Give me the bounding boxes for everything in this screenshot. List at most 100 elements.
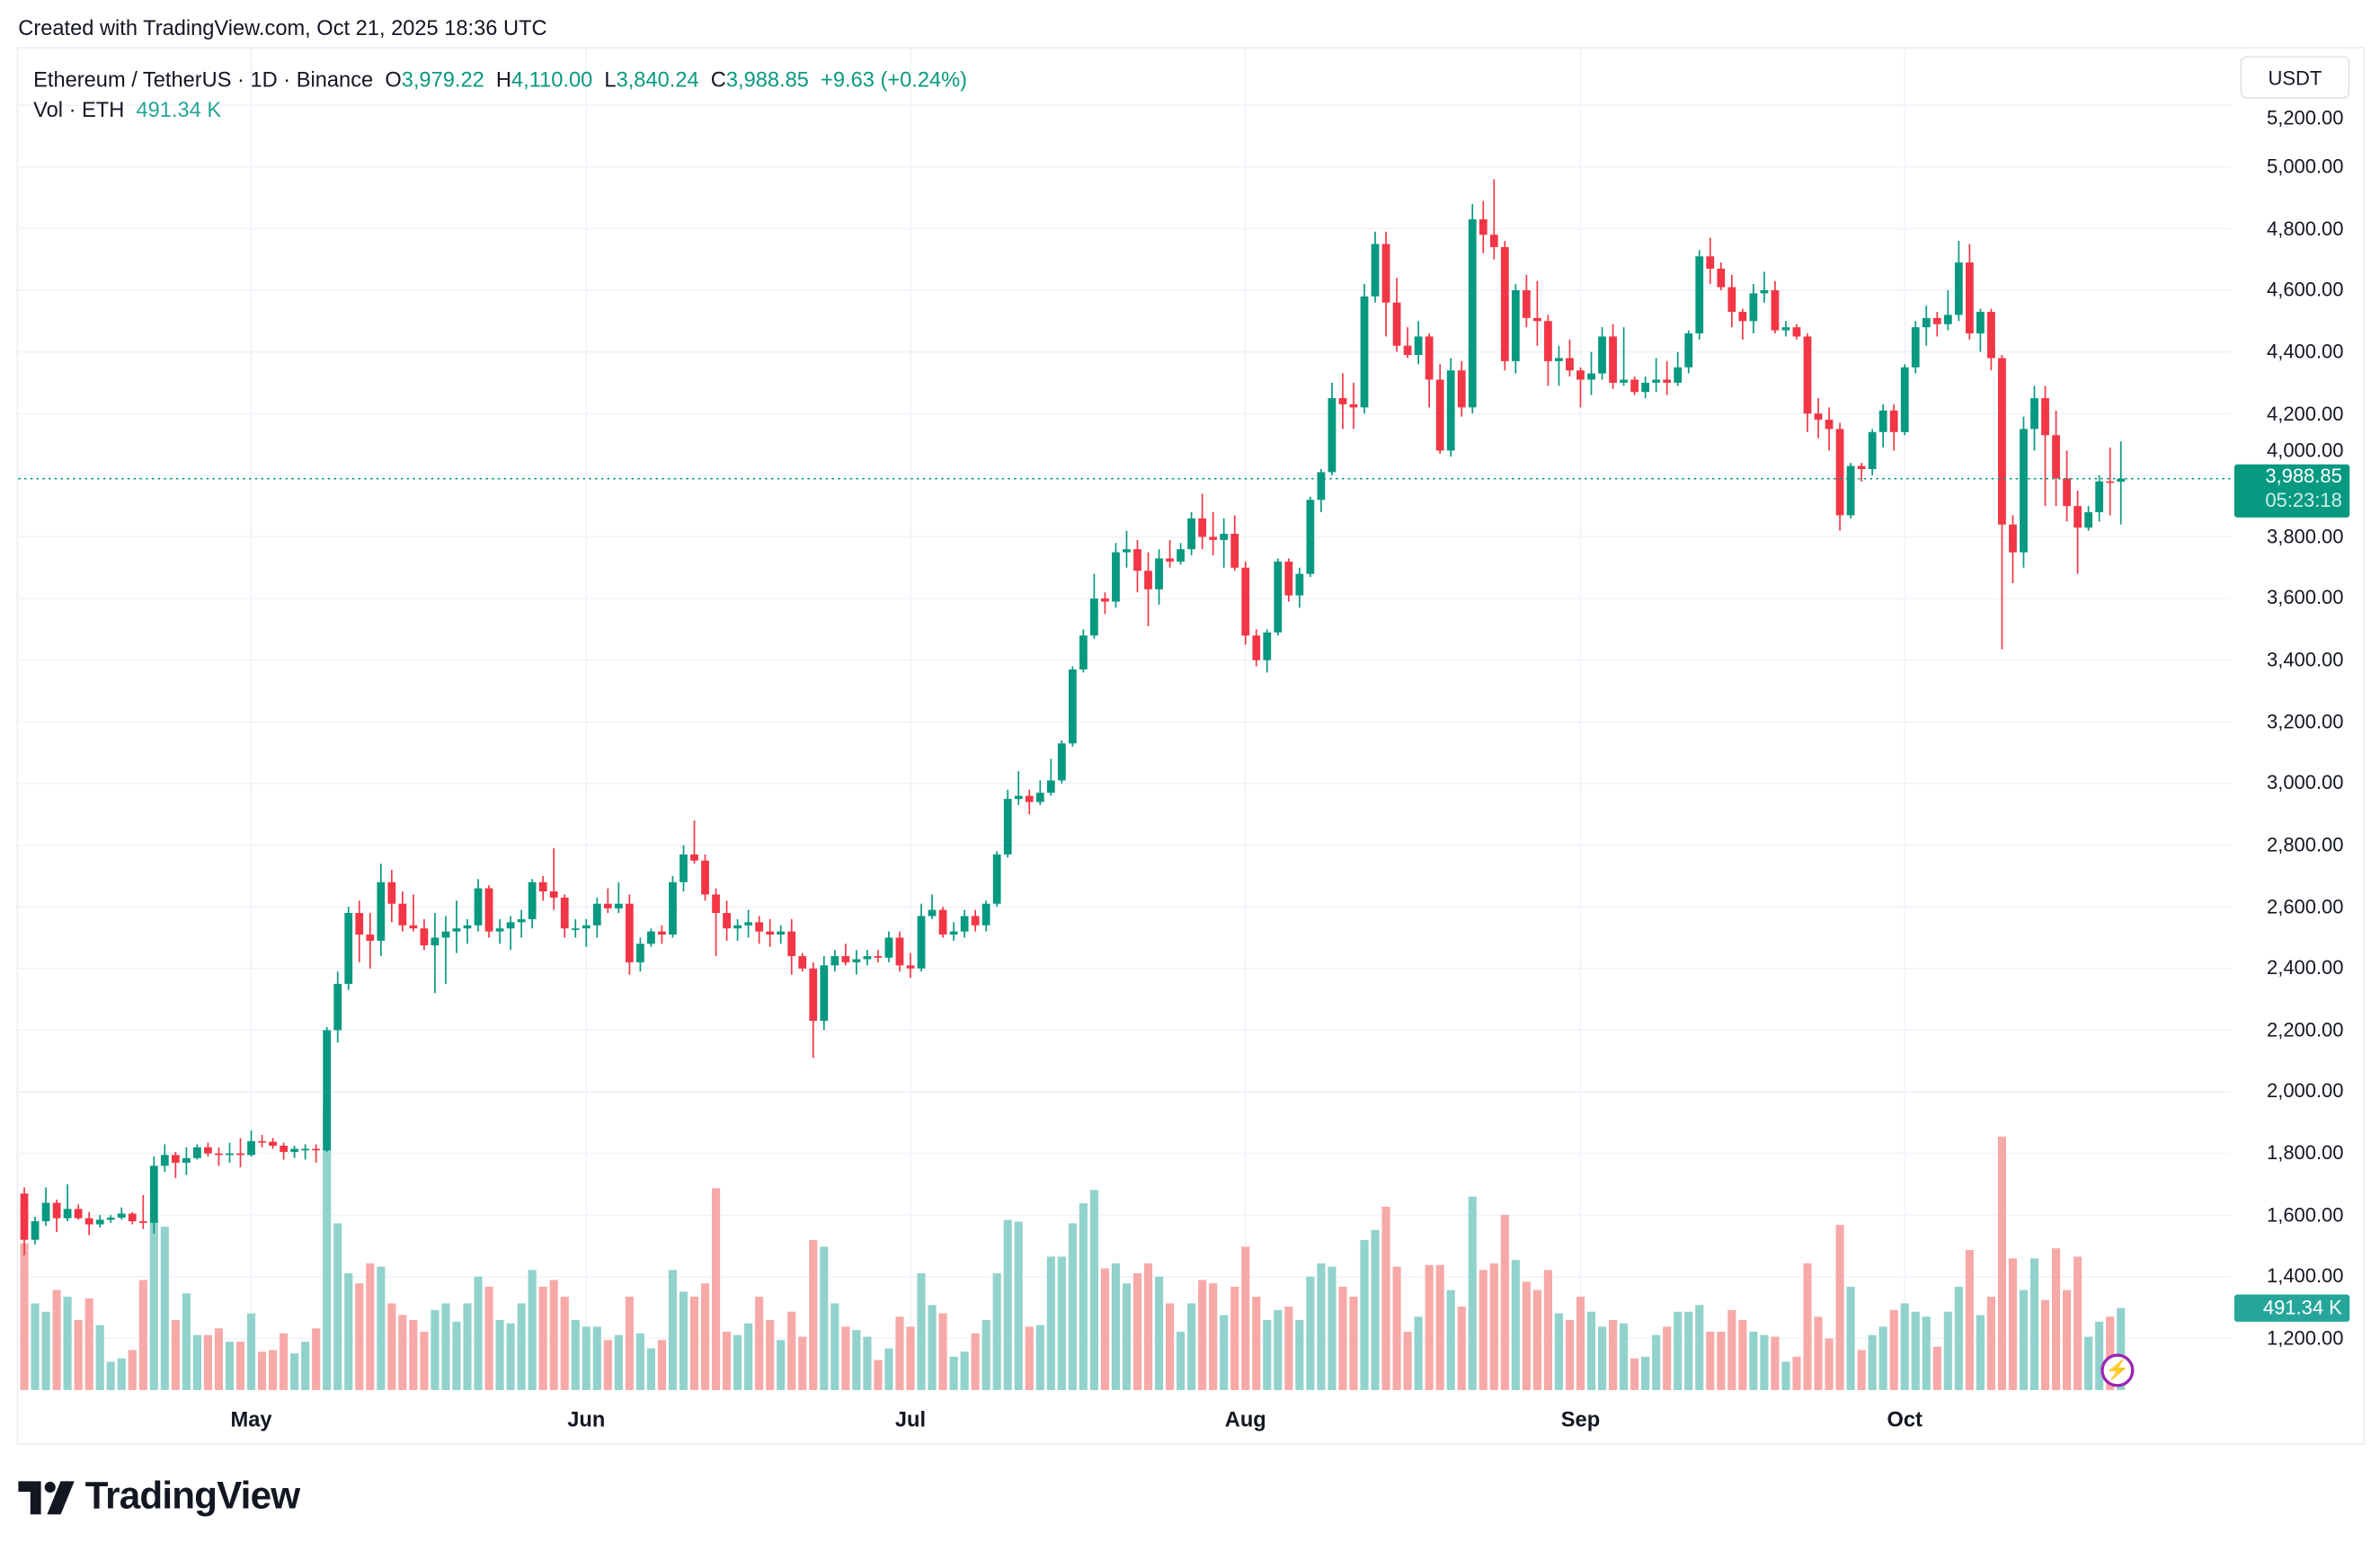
candle[interactable] bbox=[669, 875, 677, 938]
candle[interactable] bbox=[884, 931, 893, 962]
candle[interactable] bbox=[344, 907, 353, 990]
candle[interactable] bbox=[1284, 558, 1293, 602]
candle[interactable] bbox=[1641, 377, 1650, 399]
candle[interactable] bbox=[647, 928, 655, 947]
candle[interactable] bbox=[226, 1142, 234, 1163]
candle[interactable] bbox=[1630, 377, 1639, 395]
candle[interactable] bbox=[766, 918, 775, 947]
candle[interactable] bbox=[2041, 386, 2049, 507]
candle[interactable] bbox=[117, 1207, 126, 1220]
candle[interactable] bbox=[712, 888, 720, 957]
candle[interactable] bbox=[1090, 573, 1098, 639]
candle[interactable] bbox=[1544, 315, 1552, 386]
candle[interactable] bbox=[1954, 241, 1963, 322]
candle[interactable] bbox=[787, 918, 796, 975]
candle[interactable] bbox=[625, 894, 634, 975]
candle[interactable] bbox=[809, 962, 818, 1059]
candle[interactable] bbox=[2074, 490, 2082, 574]
candle[interactable] bbox=[592, 897, 601, 938]
candle[interactable] bbox=[1889, 403, 1898, 451]
candle[interactable] bbox=[95, 1215, 104, 1228]
candle[interactable] bbox=[1576, 367, 1585, 408]
candle[interactable] bbox=[1878, 403, 1887, 448]
candle[interactable] bbox=[1360, 284, 1369, 414]
candle[interactable] bbox=[777, 925, 786, 944]
candle[interactable] bbox=[441, 916, 450, 984]
candle[interactable] bbox=[236, 1138, 244, 1168]
candle[interactable] bbox=[1511, 284, 1520, 374]
candle[interactable] bbox=[280, 1142, 288, 1160]
candle[interactable] bbox=[2009, 515, 2017, 583]
candle[interactable] bbox=[1814, 398, 1823, 439]
candle[interactable] bbox=[193, 1144, 201, 1160]
candle[interactable] bbox=[1976, 308, 1985, 352]
candle[interactable] bbox=[798, 953, 807, 972]
candle[interactable] bbox=[917, 903, 926, 972]
candle[interactable] bbox=[63, 1183, 72, 1222]
candle[interactable] bbox=[1046, 758, 1055, 796]
candle[interactable] bbox=[744, 909, 753, 938]
candle[interactable] bbox=[484, 885, 493, 938]
candle[interactable] bbox=[387, 869, 396, 923]
candle[interactable] bbox=[1620, 327, 1628, 386]
candle[interactable] bbox=[1035, 780, 1044, 805]
candle[interactable] bbox=[1328, 382, 1337, 475]
candle[interactable] bbox=[269, 1138, 277, 1149]
candle[interactable] bbox=[1738, 308, 1747, 340]
candle[interactable] bbox=[20, 1187, 29, 1255]
candle[interactable] bbox=[1403, 327, 1412, 359]
candle[interactable] bbox=[1857, 463, 1866, 482]
candle[interactable] bbox=[658, 925, 666, 944]
candle[interactable] bbox=[1425, 333, 1434, 408]
candle[interactable] bbox=[614, 882, 623, 914]
candle[interactable] bbox=[452, 900, 461, 953]
candle[interactable] bbox=[1295, 567, 1304, 608]
candle[interactable] bbox=[679, 845, 688, 891]
candle[interactable] bbox=[2020, 416, 2028, 568]
candle[interactable] bbox=[1489, 179, 1498, 260]
candle[interactable] bbox=[1123, 530, 1131, 568]
candle[interactable] bbox=[733, 918, 742, 941]
candle[interactable] bbox=[52, 1200, 61, 1233]
candle[interactable] bbox=[549, 847, 558, 910]
candle[interactable] bbox=[582, 918, 591, 947]
candle[interactable] bbox=[1932, 312, 1941, 337]
tradingview-logo[interactable]: TradingView bbox=[18, 1475, 300, 1519]
candle[interactable] bbox=[1522, 274, 1531, 328]
candle[interactable] bbox=[106, 1215, 115, 1223]
candle[interactable] bbox=[333, 971, 342, 1043]
candle[interactable] bbox=[863, 950, 872, 966]
candle[interactable] bbox=[1998, 355, 2006, 650]
candle[interactable] bbox=[841, 944, 850, 966]
candle[interactable] bbox=[420, 918, 429, 951]
candle[interactable] bbox=[1771, 280, 1780, 334]
candle[interactable] bbox=[355, 900, 364, 962]
candle[interactable] bbox=[1003, 789, 1012, 858]
candle[interactable] bbox=[1057, 740, 1066, 784]
candle[interactable] bbox=[1381, 231, 1390, 337]
candle[interactable] bbox=[1025, 789, 1034, 815]
candle[interactable] bbox=[2052, 410, 2060, 507]
candle[interactable] bbox=[1230, 515, 1239, 572]
candle[interactable] bbox=[1155, 549, 1163, 605]
candle[interactable] bbox=[1965, 244, 1974, 340]
candle[interactable] bbox=[690, 820, 698, 864]
candle[interactable] bbox=[1803, 333, 1812, 432]
candle[interactable] bbox=[2106, 447, 2115, 516]
candle[interactable] bbox=[2095, 474, 2104, 522]
candle[interactable] bbox=[1144, 552, 1152, 626]
candle[interactable] bbox=[1457, 360, 1466, 417]
candle[interactable] bbox=[1695, 250, 1704, 340]
candle[interactable] bbox=[1825, 407, 1834, 451]
candle[interactable] bbox=[1900, 364, 1909, 436]
candle[interactable] bbox=[1468, 203, 1477, 414]
candle[interactable] bbox=[1209, 512, 1218, 556]
candle[interactable] bbox=[2084, 506, 2093, 531]
candle[interactable] bbox=[1555, 345, 1563, 386]
candle[interactable] bbox=[852, 950, 861, 975]
candle[interactable] bbox=[1727, 274, 1736, 328]
candle[interactable] bbox=[603, 888, 612, 914]
candle[interactable] bbox=[1598, 327, 1606, 380]
candle[interactable] bbox=[723, 900, 731, 941]
candle[interactable] bbox=[971, 909, 980, 932]
